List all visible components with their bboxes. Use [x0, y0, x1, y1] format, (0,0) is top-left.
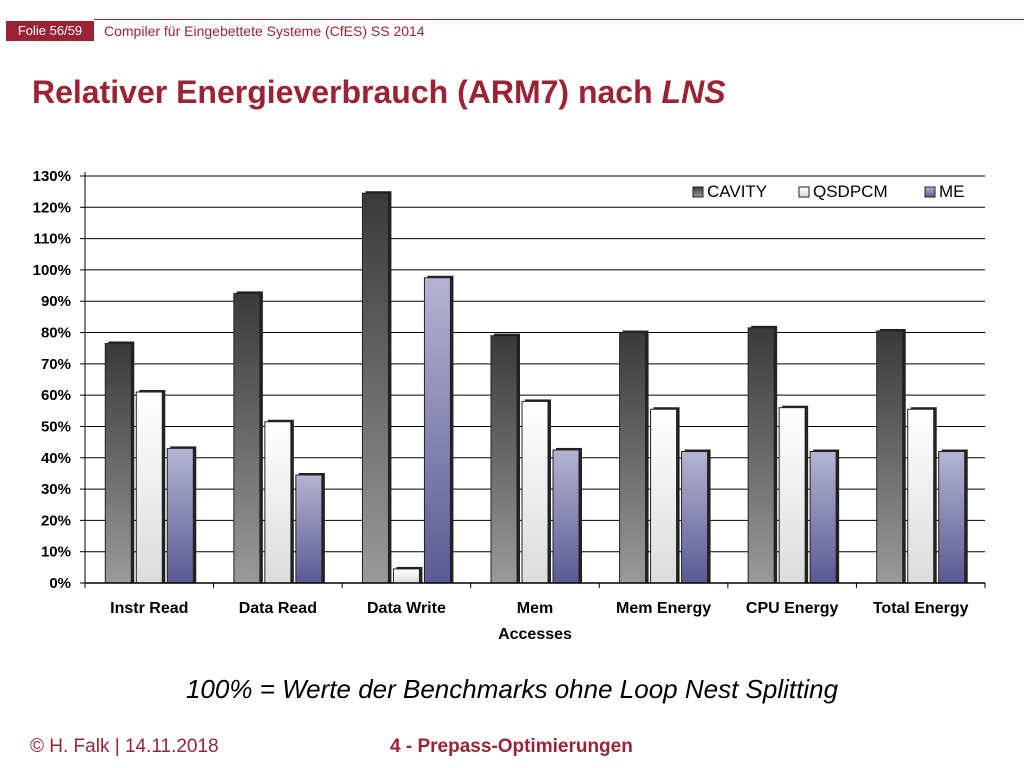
- bars: [104, 191, 968, 584]
- y-tick-label: 80%: [41, 325, 71, 342]
- bar-cavity: [876, 330, 904, 584]
- bar-qsdpcm: [264, 421, 292, 584]
- bar-me: [552, 449, 580, 584]
- y-tick-label: 110%: [33, 231, 71, 248]
- legend-swatch-qsdpcm: [798, 186, 810, 198]
- x-tick-label: CPU Energy: [746, 600, 839, 617]
- y-tick-label: 90%: [41, 293, 71, 310]
- x-tick-label: Data Read: [239, 600, 317, 617]
- bar-cavity: [104, 342, 132, 584]
- axes: 0% 10% 20% 30% 40% 50% 60% 70% 80% 90% 100% 110% 120…: [33, 168, 986, 643]
- bar-qsdpcm: [135, 391, 163, 584]
- slide-title-emphasis: LNS: [661, 74, 726, 110]
- bar-me: [681, 451, 709, 584]
- bar-me: [809, 451, 837, 584]
- y-tick-label: 60%: [41, 387, 71, 404]
- x-tick-label: Mem Energy: [616, 600, 711, 617]
- bar-me: [295, 474, 323, 584]
- legend-label-cavity: CAVITY: [707, 182, 767, 201]
- slide-title-main: Relativer Energieverbrauch (ARM7) nach: [32, 74, 662, 110]
- y-tick-label: 70%: [41, 356, 71, 373]
- bar-cavity: [233, 292, 261, 584]
- y-tick-label: 0%: [49, 575, 71, 592]
- y-tick-label: 20%: [41, 512, 71, 529]
- slide-number-badge: Folie 56/59: [6, 21, 94, 41]
- y-tick-label: 40%: [41, 450, 71, 467]
- x-tick-label: Instr Read: [110, 600, 188, 617]
- bar-qsdpcm: [778, 407, 806, 584]
- footer-chapter: 4 - Prepass-Optimierungen: [390, 736, 633, 757]
- legend-swatch-cavity: [692, 186, 704, 198]
- legend-label-me: ME: [939, 182, 965, 201]
- legend-label-qsdpcm: QSDPCM: [813, 182, 888, 201]
- legend: CAVITY QSDPCM ME: [692, 182, 965, 201]
- bar-qsdpcm: [650, 408, 678, 584]
- footer-author-date: © H. Falk | 14.11.2018: [30, 736, 219, 757]
- bar-me: [166, 447, 194, 584]
- bar-cavity: [361, 192, 389, 584]
- x-tick-label: Mem: [517, 600, 553, 617]
- y-tick-label: 30%: [41, 481, 71, 498]
- bar-chart: 0% 10% 20% 30% 40% 50% 60% 70% 80% 90% 100% 110% 120…: [33, 168, 986, 643]
- header-rule: [94, 19, 1024, 20]
- bar-qsdpcm: [521, 400, 549, 584]
- slide-title: Relativer Energieverbrauch (ARM7) nach L…: [32, 74, 726, 111]
- bar-qsdpcm: [907, 408, 935, 584]
- x-tick-label: Total Energy: [873, 600, 969, 617]
- bar-cavity: [490, 335, 518, 584]
- y-tick-label: 120%: [33, 199, 71, 216]
- chart-area: 0% 10% 20% 30% 40% 50% 60% 70% 80% 90% 100% 110% 120…: [0, 150, 1024, 660]
- baseline-note: 100% = Werte der Benchmarks ohne Loop Ne…: [185, 674, 839, 704]
- x-tick-label: Accesses: [498, 626, 572, 643]
- y-tick-label: 100%: [33, 262, 71, 279]
- y-tick-label: 130%: [33, 168, 71, 185]
- course-title: Compiler für Eingebettete Systeme (CfES)…: [104, 23, 425, 39]
- bar-qsdpcm: [392, 568, 420, 584]
- legend-swatch-me: [924, 186, 936, 198]
- x-tick-label: Data Write: [367, 600, 446, 617]
- y-tick-label: 10%: [41, 544, 71, 561]
- y-tick-label: 50%: [41, 418, 71, 435]
- bar-me: [938, 451, 966, 584]
- bar-cavity: [619, 332, 647, 584]
- bar-cavity: [747, 327, 775, 584]
- bar-me: [423, 277, 451, 584]
